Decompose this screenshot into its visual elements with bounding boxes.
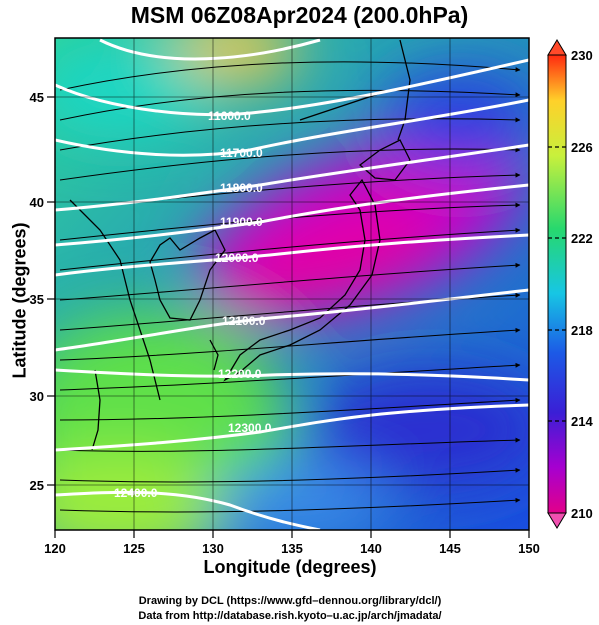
- contour-label: 11700.0: [220, 146, 263, 160]
- credit-data: Data from http://database.rish.kyoto–u.a…: [138, 610, 442, 622]
- x-tick-labels: 120 125 130 135 140 145 150: [44, 541, 540, 556]
- x-tick-label: 120: [44, 541, 66, 556]
- x-tick-label: 150: [518, 541, 540, 556]
- colorbar: 230 226 222 218 214 210: [547, 39, 593, 529]
- contour-label: 11800.0: [220, 181, 263, 195]
- y-tick-labels: 25 30 35 40 45: [30, 90, 44, 493]
- contour-label: 12100.0: [222, 314, 266, 328]
- credit-drawing: Drawing by DCL (https://www.gfd–dennou.o…: [138, 595, 442, 607]
- x-axis-label: Longitude (degrees): [203, 557, 377, 577]
- wind-streamlines: [59, 61, 521, 513]
- chart-title: MSM 06Z08Apr2024 (200.0hPa): [130, 2, 469, 28]
- contour-label: 12300.0: [228, 421, 272, 435]
- colorbar-label: 226: [571, 140, 593, 155]
- y-tick-label: 30: [30, 389, 44, 404]
- contour-label: 11600.0: [208, 109, 251, 123]
- contour-label: 12200.0: [218, 367, 262, 381]
- colorbar-bottom-arrow: [547, 512, 567, 529]
- x-tick-label: 140: [360, 541, 382, 556]
- contour-label: 11900.0: [220, 215, 263, 229]
- grid-lines: [55, 38, 529, 530]
- y-tick-label: 35: [30, 292, 44, 307]
- colorbar-label: 218: [571, 323, 593, 338]
- contour-labels: 11600.0 11700.0 11800.0 11900.0 12000.0 …: [114, 109, 272, 500]
- colorbar-label: 214: [571, 414, 593, 429]
- x-ticks: [54, 530, 530, 538]
- colorbar-top-arrow: [547, 39, 567, 56]
- y-tick-label: 40: [30, 195, 44, 210]
- x-tick-label: 130: [202, 541, 224, 556]
- y-ticks: [47, 96, 55, 486]
- colorbar-label: 230: [571, 48, 593, 63]
- height-contours: [55, 38, 529, 530]
- x-tick-label: 125: [123, 541, 145, 556]
- colorbar-label: 210: [571, 506, 593, 521]
- colorbar-scale: [547, 54, 567, 514]
- contour-label: 12000.0: [215, 251, 259, 265]
- x-tick-label: 135: [281, 541, 303, 556]
- y-tick-label: 25: [30, 478, 44, 493]
- x-tick-label: 145: [439, 541, 461, 556]
- colorbar-label: 222: [571, 231, 593, 246]
- contour-label: 12400.0: [114, 486, 158, 500]
- y-tick-label: 45: [30, 90, 44, 105]
